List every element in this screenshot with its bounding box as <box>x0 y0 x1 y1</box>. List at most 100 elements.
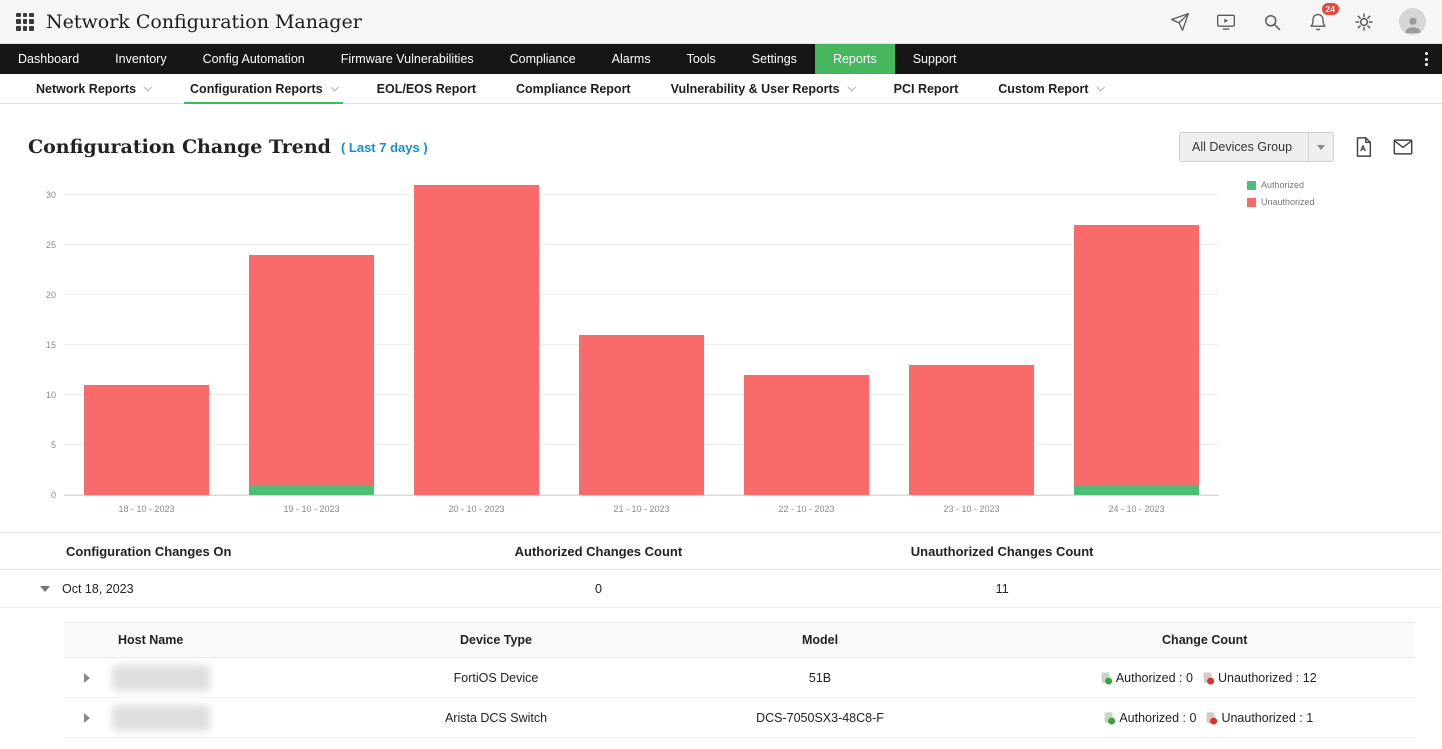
unauthorized-segment[interactable] <box>578 335 705 495</box>
y-axis-tick-label: 20 <box>45 290 56 300</box>
device-group-select[interactable]: All Devices Group <box>1179 132 1334 162</box>
demo-video-icon[interactable] <box>1215 11 1237 33</box>
app-title: Network Configuration Manager <box>46 10 362 33</box>
subnav-item-label: PCI Report <box>893 81 959 96</box>
unauthorized-segment[interactable] <box>908 365 1035 495</box>
x-axis-label: 23 - 10 - 2023 <box>943 504 1000 514</box>
host-cell <box>64 704 348 731</box>
subnav-item-label: EOL/EOS Report <box>376 81 476 96</box>
x-axis-label: 24 - 10 - 2023 <box>1108 504 1165 514</box>
col-model: Model <box>801 633 839 647</box>
stacked-bar[interactable] <box>908 365 1035 495</box>
stacked-bar[interactable] <box>578 335 705 495</box>
model-cell: 51B <box>808 670 832 685</box>
nav-item-support[interactable]: Support <box>912 52 957 66</box>
subnav-item-compliance-report[interactable]: Compliance Report <box>496 74 651 103</box>
date-label: Oct 18, 2023 <box>62 581 134 596</box>
authorized-segment[interactable] <box>1073 485 1200 495</box>
device-row-arista[interactable]: Arista DCS Switch DCS-7050SX3-48C8-F Aut… <box>64 698 1414 738</box>
stacked-bar[interactable] <box>83 385 210 495</box>
authorized-segment[interactable] <box>248 485 375 495</box>
device-group-select-value: All Devices Group <box>1192 140 1293 154</box>
stacked-bar[interactable] <box>248 255 375 495</box>
page-subtitle: ( Last 7 days ) <box>340 139 428 155</box>
unauthorized-segment[interactable] <box>413 185 540 495</box>
x-axis-label: 21 - 10 - 2023 <box>613 504 670 514</box>
unauthorized-segment[interactable] <box>1073 225 1200 485</box>
change-count-cell: Authorized : 0 Unauthorized : 1 <box>996 711 1415 725</box>
redacted-host-name <box>112 664 210 691</box>
main-nav-items: Dashboard Inventory Config Automation Firmw… <box>0 44 975 74</box>
unauthorized-count-label: Unauthorized : 12 <box>1217 670 1317 685</box>
subnav-item-custom-report[interactable]: Custom Report <box>978 74 1122 103</box>
device-type-cell: FortiOS Device <box>453 670 539 685</box>
chart-plot: 0 5 10 15 20 25 30 <box>46 176 1219 500</box>
stacked-bar[interactable] <box>413 185 540 495</box>
collapse-caret-icon[interactable] <box>40 585 50 592</box>
chart-gridline: 30 <box>46 190 1219 200</box>
device-row-fortios[interactable]: FortiOS Device 51B Authorized : 0 Unauth… <box>64 658 1414 698</box>
nav-item-inventory[interactable]: Inventory <box>115 52 167 66</box>
nav-item-reports[interactable]: Reports <box>814 44 895 74</box>
nav-item-firmware-vulnerabilities[interactable]: Firmware Vulnerabilities <box>340 52 474 66</box>
legend-swatch <box>1247 180 1256 190</box>
authorized-status-icon <box>1104 711 1116 725</box>
chart-plot-wrap: 0 5 10 15 20 25 30 18 - 10 - 2023 19 - 10 - 202… <box>28 176 1219 514</box>
sub-nav-items: Network Reports Configuration Reports EOL/… <box>16 74 1123 104</box>
col-unauthorized-changes-count: Unauthorized Changes Count <box>910 543 1094 559</box>
legend-label: Unauthorized <box>1261 197 1315 207</box>
notifications-bell-icon[interactable]: 24 <box>1307 2 1339 33</box>
nav-item-settings[interactable]: Settings <box>751 52 797 66</box>
stacked-bar[interactable] <box>743 375 870 495</box>
authorized-count-label: Authorized : 0 <box>1119 710 1197 725</box>
bar-group-24-10-2023 <box>1054 176 1219 495</box>
subnav-item-network-reports[interactable]: Network Reports <box>16 74 170 103</box>
model-cell: DCS-7050SX3-48C8-F <box>756 710 884 725</box>
select-dropdown-arrow-icon[interactable] <box>1308 133 1333 161</box>
nav-item-alarms[interactable]: Alarms <box>611 52 651 66</box>
export-pdf-icon[interactable] <box>1352 136 1374 158</box>
col-change-count: Change Count <box>1162 633 1248 647</box>
gear-icon[interactable] <box>1353 11 1375 33</box>
email-report-icon[interactable] <box>1392 136 1414 158</box>
subnav-item-vulnerability-user-reports[interactable]: Vulnerability & User Reports <box>651 74 874 103</box>
legend-item-authorized: Authorized <box>1247 180 1414 190</box>
y-axis-tick-label: 30 <box>45 190 56 200</box>
paper-plane-icon[interactable] <box>1169 11 1191 33</box>
topbar-actions: 24 <box>1169 2 1426 35</box>
unauthorized-count-cell: 11 <box>995 581 1009 596</box>
expand-caret-icon[interactable] <box>84 672 90 683</box>
nav-item-compliance[interactable]: Compliance <box>509 52 576 66</box>
expand-caret-icon[interactable] <box>84 712 90 723</box>
x-axis-label: 22 - 10 - 2023 <box>778 504 835 514</box>
subnav-item-configuration-reports[interactable]: Configuration Reports <box>170 74 357 104</box>
summary-row-oct18[interactable]: Oct 18, 2023 0 11 <box>0 570 1442 608</box>
y-axis-tick-label: 15 <box>45 340 56 350</box>
bar-group-19-10-2023 <box>229 176 394 495</box>
stacked-bar[interactable] <box>1073 225 1200 495</box>
subnav-item-label: Vulnerability & User Reports <box>670 81 840 96</box>
subnav-item-label: Configuration Reports <box>190 81 323 96</box>
bar-group-23-10-2023 <box>889 176 1054 495</box>
y-axis-tick-label: 25 <box>45 240 56 250</box>
y-axis-tick-label: 5 <box>50 440 56 450</box>
unauthorized-segment[interactable] <box>248 255 375 485</box>
summary-table: Configuration Changes On Authorized Chan… <box>0 532 1442 608</box>
app-grid-icon[interactable] <box>16 12 34 31</box>
top-bar: Network Configuration Manager 24 <box>0 0 1442 44</box>
search-icon[interactable] <box>1261 11 1283 33</box>
user-avatar[interactable] <box>1399 8 1426 35</box>
nav-item-dashboard[interactable]: Dashboard <box>18 52 80 66</box>
detail-table-header: Host Name Device Type Model Change Count <box>64 622 1414 658</box>
overflow-menu-icon[interactable] <box>1411 44 1442 74</box>
chevron-down-icon <box>330 82 339 92</box>
redacted-host-name <box>112 704 210 731</box>
nav-item-tools[interactable]: Tools <box>686 52 716 66</box>
nav-item-config-automation[interactable]: Config Automation <box>202 52 305 66</box>
subnav-item-eol-eos-report[interactable]: EOL/EOS Report <box>357 74 496 103</box>
subnav-item-pci-report[interactable]: PCI Report <box>874 74 979 103</box>
unauthorized-segment[interactable] <box>743 375 870 495</box>
unauthorized-segment[interactable] <box>83 385 210 495</box>
chart-gridline: 25 <box>46 240 1219 250</box>
main-nav: Dashboard Inventory Config Automation Firmw… <box>0 44 1442 74</box>
